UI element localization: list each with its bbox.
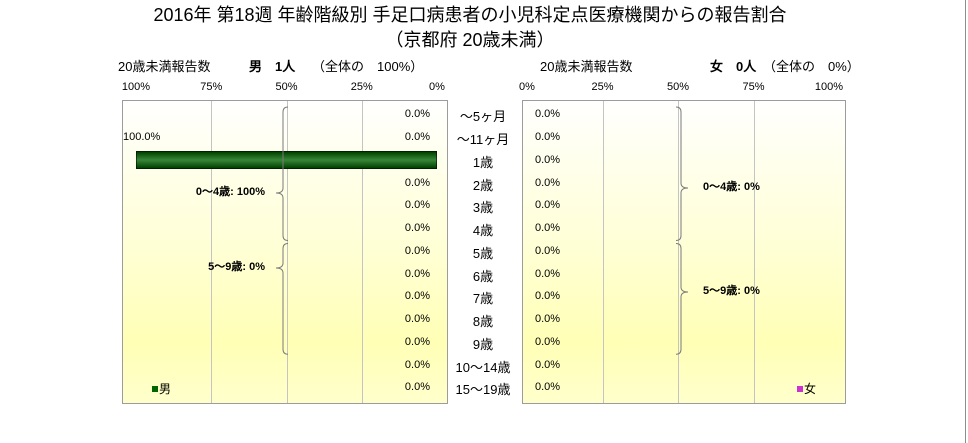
female-data-label: 0.0% [535,358,561,371]
female-data-label: 0.0% [535,290,561,303]
male-axis-tick-label: 0% [429,81,445,93]
male-data-label: 0.0% [404,108,430,121]
female-plot-area [522,100,846,404]
male-data-label: 0.0% [404,176,430,189]
female-axis-tick-label: 100% [814,81,844,93]
male-gridline [211,101,212,403]
category-label: 7歳 [472,291,494,307]
female-header-label: 20歳未満報告数 [540,59,633,74]
female-gridline [603,101,604,403]
male-legend-label: 男 [159,382,172,396]
female-data-label: 0.0% [535,176,561,189]
category-label: 2歳 [472,177,494,193]
female-data-label: 0.0% [535,153,561,166]
category-label: 15～19歳 [455,382,511,398]
female-header-share: （全体の 0%） [763,59,860,74]
category-label: 3歳 [472,200,494,216]
male-data-label: 0.0% [404,267,430,280]
male-data-label: 0.0% [404,313,430,326]
male-header-label: 20歳未満報告数 [118,59,211,74]
male-group-label: 5～9歳: 0% [208,261,265,273]
female-legend-swatch [797,386,803,392]
category-label: ～5ヶ月 [459,109,507,125]
male-data-label: 0.0% [404,381,430,394]
category-label: 6歳 [472,268,494,284]
male-axis-tick-label: 100% [121,81,151,93]
female-data-label: 0.0% [535,267,561,280]
category-label: 4歳 [472,223,494,239]
female-gridline [754,101,755,403]
male-gridline [287,101,288,403]
female-axis-tick-label: 0% [519,81,535,93]
female-data-label: 0.0% [535,199,561,212]
female-group-label: 5～9歳: 0% [703,285,760,297]
female-group-label: 0～4歳: 0% [703,181,760,193]
category-label: 5歳 [472,245,494,261]
chart-title: 2016年 第18週 年齢階級別 手足口病患者の小児科定点医療機関からの報告割合 [153,5,787,25]
male-data-label: 0.0% [404,335,430,348]
category-label: 10～14歳 [455,359,511,375]
female-data-label: 0.0% [535,244,561,257]
female-legend-label: 女 [804,382,817,396]
male-data-label: 0.0% [404,222,430,235]
female-axis-tick-label: 25% [591,81,614,93]
male-data-label: 0.0% [404,244,430,257]
male-group-label: 0～4歳: 100% [195,186,265,198]
category-label: 9歳 [472,336,494,352]
male-gridline [362,101,363,403]
female-data-label: 0.0% [535,381,561,394]
male-axis-tick-label: 50% [275,81,298,93]
female-gridline [678,101,679,403]
male-axis-tick-label: 75% [200,81,223,93]
female-data-label: 0.0% [535,313,561,326]
male-data-label: 0.0% [404,358,430,371]
female-axis-tick-label: 75% [742,81,765,93]
male-header-share: （全体の 100%） [312,59,424,74]
category-label: ～11ヶ月 [456,132,510,148]
female-data-label: 0.0% [535,222,561,235]
male-bar [136,150,437,169]
category-label: 8歳 [472,314,494,330]
male-data-label: 100.0% [123,130,161,143]
female-data-label: 0.0% [535,108,561,121]
male-data-label: 0.0% [404,290,430,303]
female-data-label: 0.0% [535,335,561,348]
male-axis-tick-label: 25% [350,81,373,93]
female-axis-tick-label: 50% [666,81,690,93]
male-data-label: 0.0% [404,199,430,212]
male-data-label: 0.0% [404,131,430,144]
category-label: 1歳 [472,154,494,170]
chart-border [965,0,966,443]
female-header-count: 女 0人 [710,59,757,74]
chart-subtitle: （京都府 20歳未満） [385,30,555,50]
female-data-label: 0.0% [535,131,561,144]
male-header-count: 男 1人 [249,59,296,74]
male-legend-swatch [152,386,158,392]
